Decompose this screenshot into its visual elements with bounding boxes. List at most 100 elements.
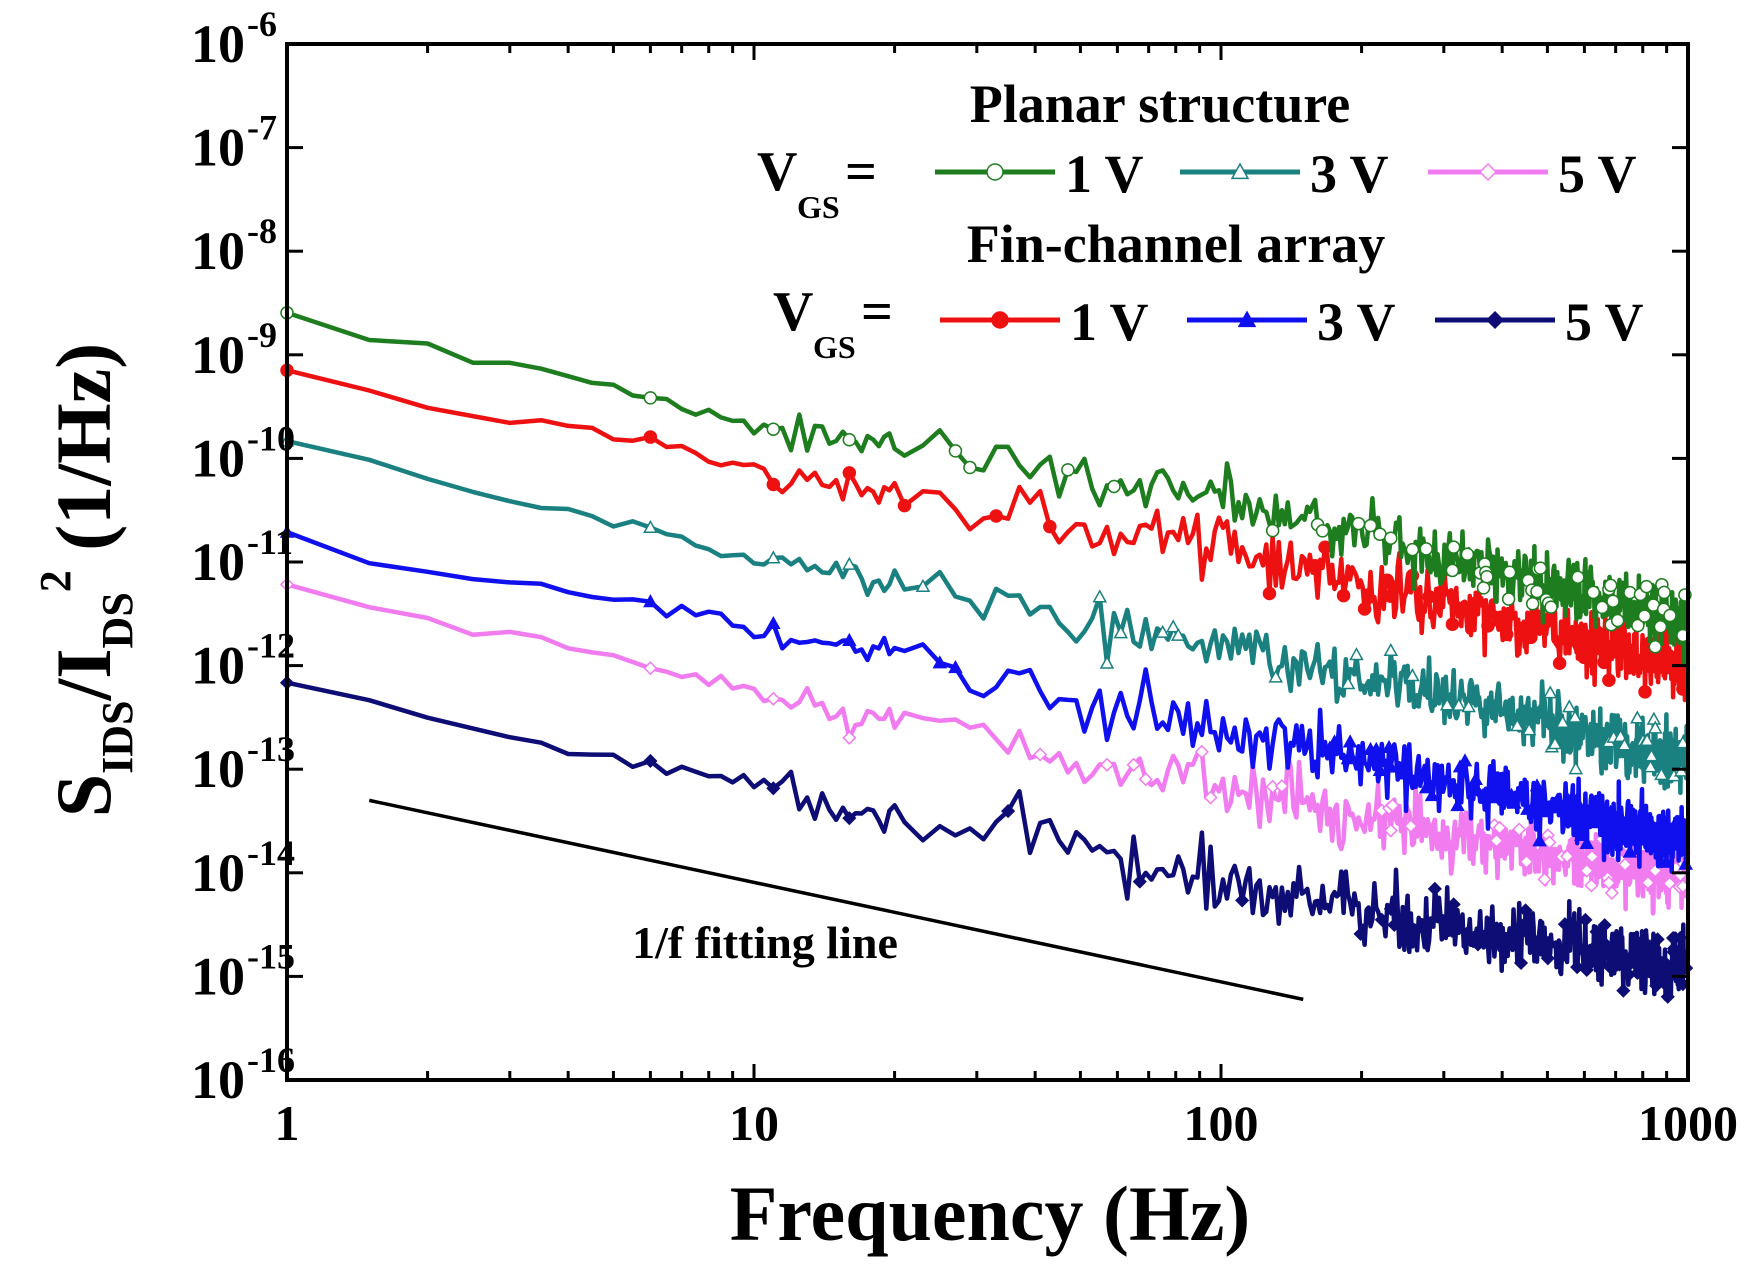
- marker-fin-3v: [1381, 739, 1397, 754]
- y-tick-label: 10: [191, 946, 245, 1006]
- marker-planar-3v: [1092, 589, 1108, 603]
- y-tick-label-exp: -12: [247, 626, 295, 666]
- marker-planar-1v: [1603, 578, 1618, 593]
- y-title-slash: /I: [40, 648, 127, 701]
- marker-planar-3v: [1542, 685, 1558, 699]
- marker-planar-1v: [1639, 579, 1654, 594]
- marker-fin-3v: [1520, 801, 1535, 815]
- y-tick-label-exp: -9: [247, 315, 277, 355]
- y-tick-label: 10: [191, 428, 245, 488]
- legend-entry-planar-5v: 5 V: [1428, 144, 1637, 204]
- marker-planar-5v: [766, 691, 781, 706]
- marker-planar-1v: [1663, 608, 1677, 623]
- marker-fin-5v: [1578, 912, 1593, 927]
- y-tick-label-exp: -14: [247, 833, 295, 873]
- y-title-s-sub: IDS: [93, 700, 142, 773]
- marker-fin-3v: [643, 594, 658, 608]
- marker-fin-1v: [1638, 685, 1652, 699]
- marker-fin-5v: [1588, 939, 1603, 954]
- marker-planar-1v: [1648, 640, 1663, 654]
- marker-fin-5v: [766, 781, 781, 796]
- marker-planar-1v: [1571, 570, 1585, 584]
- marker-fin-1v: [643, 430, 658, 444]
- marker-fin-1v: [1563, 633, 1577, 647]
- marker-fin-3v: [1418, 780, 1434, 794]
- series-line-fin-3v: [286, 529, 1691, 874]
- marker-planar-3v: [1568, 761, 1584, 775]
- marker-planar-3v: [1349, 647, 1364, 661]
- marker-fin-3v: [1579, 835, 1595, 849]
- series-line-planar-3v: [286, 438, 1691, 796]
- legend-vgs-planar-sub: GS: [797, 189, 840, 225]
- marker-planar-1v: [1315, 524, 1330, 538]
- y-axis-title: SIDS/IDS 2 (1/Hz): [31, 343, 142, 817]
- marker-fin-5v: [1514, 918, 1530, 933]
- marker-fin-3v: [1582, 803, 1597, 818]
- marker-planar-5v: [1099, 757, 1115, 772]
- y-title-sup: 2: [31, 570, 80, 592]
- marker-planar-1v: [1530, 584, 1544, 599]
- marker-fin-5v: [1600, 940, 1615, 955]
- marker-planar-3v: [1521, 722, 1537, 736]
- marker-planar-3v: [1630, 710, 1645, 724]
- marker-fin-3v: [1342, 734, 1358, 748]
- marker-fin-5v: [1632, 942, 1647, 957]
- legend-label-fin-1v: 1 V: [1070, 292, 1149, 352]
- y-tick-label: 10: [191, 221, 245, 281]
- legend-vgs-planar-v: V: [757, 141, 797, 203]
- marker-planar-5v: [1542, 835, 1557, 850]
- marker-fin-5v: [1513, 955, 1529, 971]
- y-tick-label: 10: [191, 739, 245, 799]
- marker-planar-5v: [1138, 772, 1153, 787]
- marker-planar-5v: [1489, 833, 1504, 848]
- legend-vgs-planar: VGS=: [757, 141, 877, 225]
- marker-planar-3v: [1383, 642, 1399, 657]
- marker-planar-5v: [1584, 878, 1599, 893]
- marker-fin-5v: [1001, 804, 1016, 819]
- marker-fin-1v: [1481, 619, 1495, 633]
- marker-planar-1v: [1653, 620, 1668, 634]
- marker-planar-1v: [963, 460, 977, 475]
- marker-fin-3v: [1538, 804, 1554, 818]
- legend-marker-fin-5v: [1485, 310, 1505, 330]
- marker-planar-3v: [1340, 676, 1356, 690]
- legend-marker-fin-3v: [1237, 310, 1257, 328]
- marker-fin-3v: [948, 659, 963, 674]
- series-planar-3v: [279, 433, 1691, 796]
- marker-fin-3v: [1594, 801, 1609, 815]
- marker-fin-5v: [1650, 932, 1665, 947]
- marker-fin-1v: [1308, 558, 1322, 573]
- marker-planar-3v: [1439, 697, 1455, 711]
- y-tick-label-exp: -13: [247, 729, 295, 769]
- marker-fin-3v: [1383, 759, 1399, 773]
- marker-planar-3v: [1643, 759, 1658, 773]
- marker-fin-1v: [1262, 586, 1277, 601]
- marker-planar-1v: [1631, 618, 1645, 633]
- marker-planar-5v: [1584, 849, 1600, 864]
- marker-fin-3v: [1675, 825, 1691, 840]
- marker-planar-1v: [1405, 542, 1420, 557]
- series-fin-3v: [279, 524, 1694, 874]
- marker-planar-1v: [1445, 563, 1460, 578]
- marker-fin-5v: [1518, 903, 1533, 918]
- marker-planar-5v: [1560, 849, 1575, 864]
- series-line-fin-1v: [286, 368, 1691, 703]
- y-tick-label: 10: [191, 532, 245, 592]
- legend-entry-fin-5v: 5 V: [1435, 292, 1644, 352]
- marker-fin-5v: [1427, 881, 1442, 896]
- marker-fin-5v: [1387, 917, 1402, 932]
- y-tick-label-exp: -15: [247, 936, 295, 976]
- marker-planar-1v: [1351, 516, 1366, 531]
- legend-entry-fin-1v: 1 V: [940, 292, 1149, 352]
- series-planar-1v: [280, 306, 1692, 665]
- marker-planar-1v: [948, 444, 963, 458]
- marker-planar-1v: [1610, 613, 1625, 628]
- marker-planar-3v: [1113, 625, 1129, 639]
- marker-planar-1v: [1657, 585, 1671, 600]
- marker-fin-3v: [766, 615, 781, 630]
- series-planar-5v: [279, 577, 1691, 916]
- marker-planar-5v: [1617, 857, 1633, 872]
- marker-fin-5v: [1581, 957, 1596, 972]
